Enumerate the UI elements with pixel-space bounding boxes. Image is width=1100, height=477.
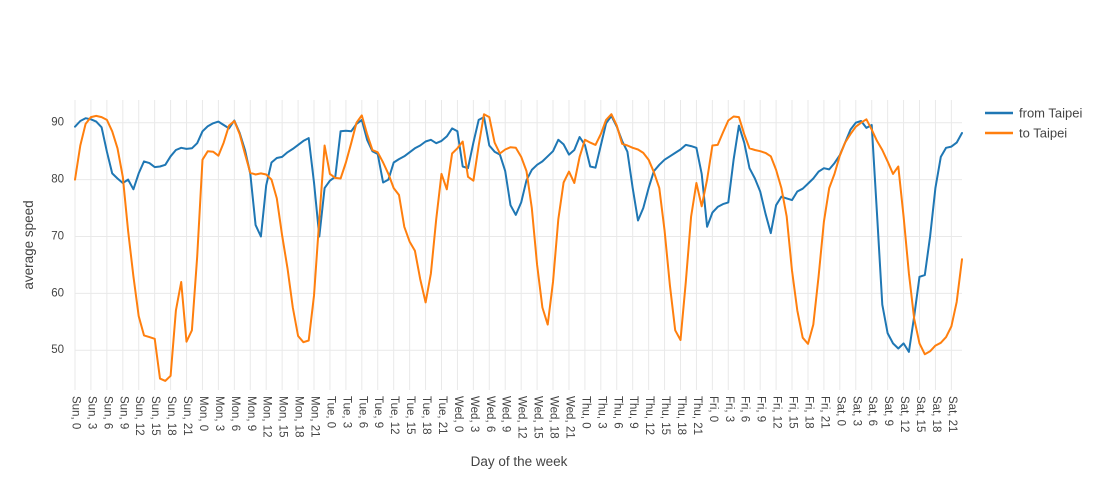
x-tick-label: Wed, 0 xyxy=(452,396,464,432)
x-tick-label: Fri, 0 xyxy=(707,396,719,422)
y-axis-title: average speed xyxy=(21,200,36,289)
legend-label: from Taipei xyxy=(1019,106,1082,121)
series-lines[interactable] xyxy=(74,113,963,382)
x-tick-label: Wed, 3 xyxy=(468,396,480,432)
x-tick-label: Thu, 0 xyxy=(579,396,591,429)
x-tick-label: Thu, 9 xyxy=(627,396,639,429)
x-tick-label: Tue, 18 xyxy=(420,396,432,435)
legend-item-to-taipei[interactable]: to Taipei xyxy=(985,126,1067,141)
x-tick-label: Fri, 21 xyxy=(818,396,830,429)
y-tick-labels: 50 60 70 80 90 xyxy=(51,117,64,356)
x-tick-label: Sat, 6 xyxy=(866,396,878,426)
x-tick-label: Fri, 6 xyxy=(739,396,751,422)
x-tick-label: Sat, 18 xyxy=(930,396,942,432)
x-tick-label: Tue, 9 xyxy=(372,396,384,428)
x-tick-label: Sat, 21 xyxy=(946,396,958,432)
x-tick-label: Tue, 21 xyxy=(436,396,448,435)
x-tick-label: Sat, 0 xyxy=(834,396,846,426)
x-tick-label: Thu, 15 xyxy=(659,396,671,435)
x-tick-label: Mon, 12 xyxy=(261,396,273,438)
x-tick-label: Thu, 12 xyxy=(643,396,655,435)
y-tick-label: 60 xyxy=(51,287,64,299)
x-tick-label: Mon, 6 xyxy=(229,396,241,431)
x-tick-label: Fri, 9 xyxy=(755,396,767,422)
x-tick-label: Sat, 9 xyxy=(882,396,894,426)
x-tick-label: Wed, 9 xyxy=(500,396,512,432)
x-tick-label: Fri, 18 xyxy=(802,396,814,429)
x-tick-label: Sun, 0 xyxy=(70,396,82,429)
x-tick-label: Fri, 3 xyxy=(723,396,735,422)
x-tick-label: Thu, 18 xyxy=(675,396,687,435)
x-tick-label: Thu, 3 xyxy=(595,396,607,429)
x-tick-label: Sun, 15 xyxy=(149,396,161,436)
y-tick-label: 50 xyxy=(51,344,64,356)
x-tick-label: Tue, 12 xyxy=(388,396,400,435)
x-tick-label: Sun, 9 xyxy=(117,396,129,429)
x-tick-label: Wed, 21 xyxy=(563,396,575,439)
x-tick-label: Wed, 12 xyxy=(516,396,528,439)
y-tick-label: 90 xyxy=(51,117,64,129)
series-line-from-taipei[interactable] xyxy=(74,114,963,353)
x-tick-label: Thu, 6 xyxy=(611,396,623,429)
legend-label: to Taipei xyxy=(1019,126,1067,141)
x-axis-title: Day of the week xyxy=(471,454,568,469)
series-line-to-taipei[interactable] xyxy=(74,113,963,382)
x-tick-label: Sun, 6 xyxy=(101,396,113,429)
x-tick-label: Tue, 0 xyxy=(324,396,336,428)
x-tick-label: Sat, 3 xyxy=(850,396,862,426)
x-tick-label: Mon, 15 xyxy=(277,396,289,438)
x-tick-label: Thu, 21 xyxy=(691,396,703,435)
x-tick-labels: Sun, 0 Sun, 3 Sun, 6 Sun, 9 Sun, 12 Sun, 15 Su… xyxy=(70,396,958,439)
y-tick-label: 80 xyxy=(51,174,64,186)
x-tick-label: Mon, 18 xyxy=(293,396,305,438)
y-gridlines xyxy=(75,122,962,351)
x-tick-label: Wed, 15 xyxy=(532,396,544,439)
x-tick-label: Wed, 6 xyxy=(484,396,496,432)
legend[interactable]: from Taipei to Taipei xyxy=(985,106,1082,141)
x-tick-label: Sun, 3 xyxy=(85,396,97,429)
x-tick-label: Mon, 0 xyxy=(197,396,209,431)
x-tick-label: Sun, 12 xyxy=(133,396,145,436)
x-tick-label: Sun, 21 xyxy=(181,396,193,436)
x-tick-label: Tue, 6 xyxy=(356,396,368,428)
x-tick-label: Sat, 12 xyxy=(898,396,910,432)
x-tick-label: Mon, 9 xyxy=(245,396,257,431)
x-tick-label: Fri, 12 xyxy=(771,396,783,429)
x-tick-label: Mon, 3 xyxy=(213,396,225,431)
x-tick-label: Tue, 15 xyxy=(404,396,416,435)
x-tick-label: Wed, 18 xyxy=(548,396,560,439)
legend-item-from-taipei[interactable]: from Taipei xyxy=(985,106,1082,121)
y-tick-label: 70 xyxy=(51,230,64,242)
x-tick-label: Tue, 3 xyxy=(340,396,352,428)
x-tick-label: Sat, 15 xyxy=(914,396,926,432)
x-tick-label: Mon, 21 xyxy=(309,396,321,438)
x-tick-label: Sun, 18 xyxy=(165,396,177,436)
x-tick-label: Fri, 15 xyxy=(787,396,799,429)
